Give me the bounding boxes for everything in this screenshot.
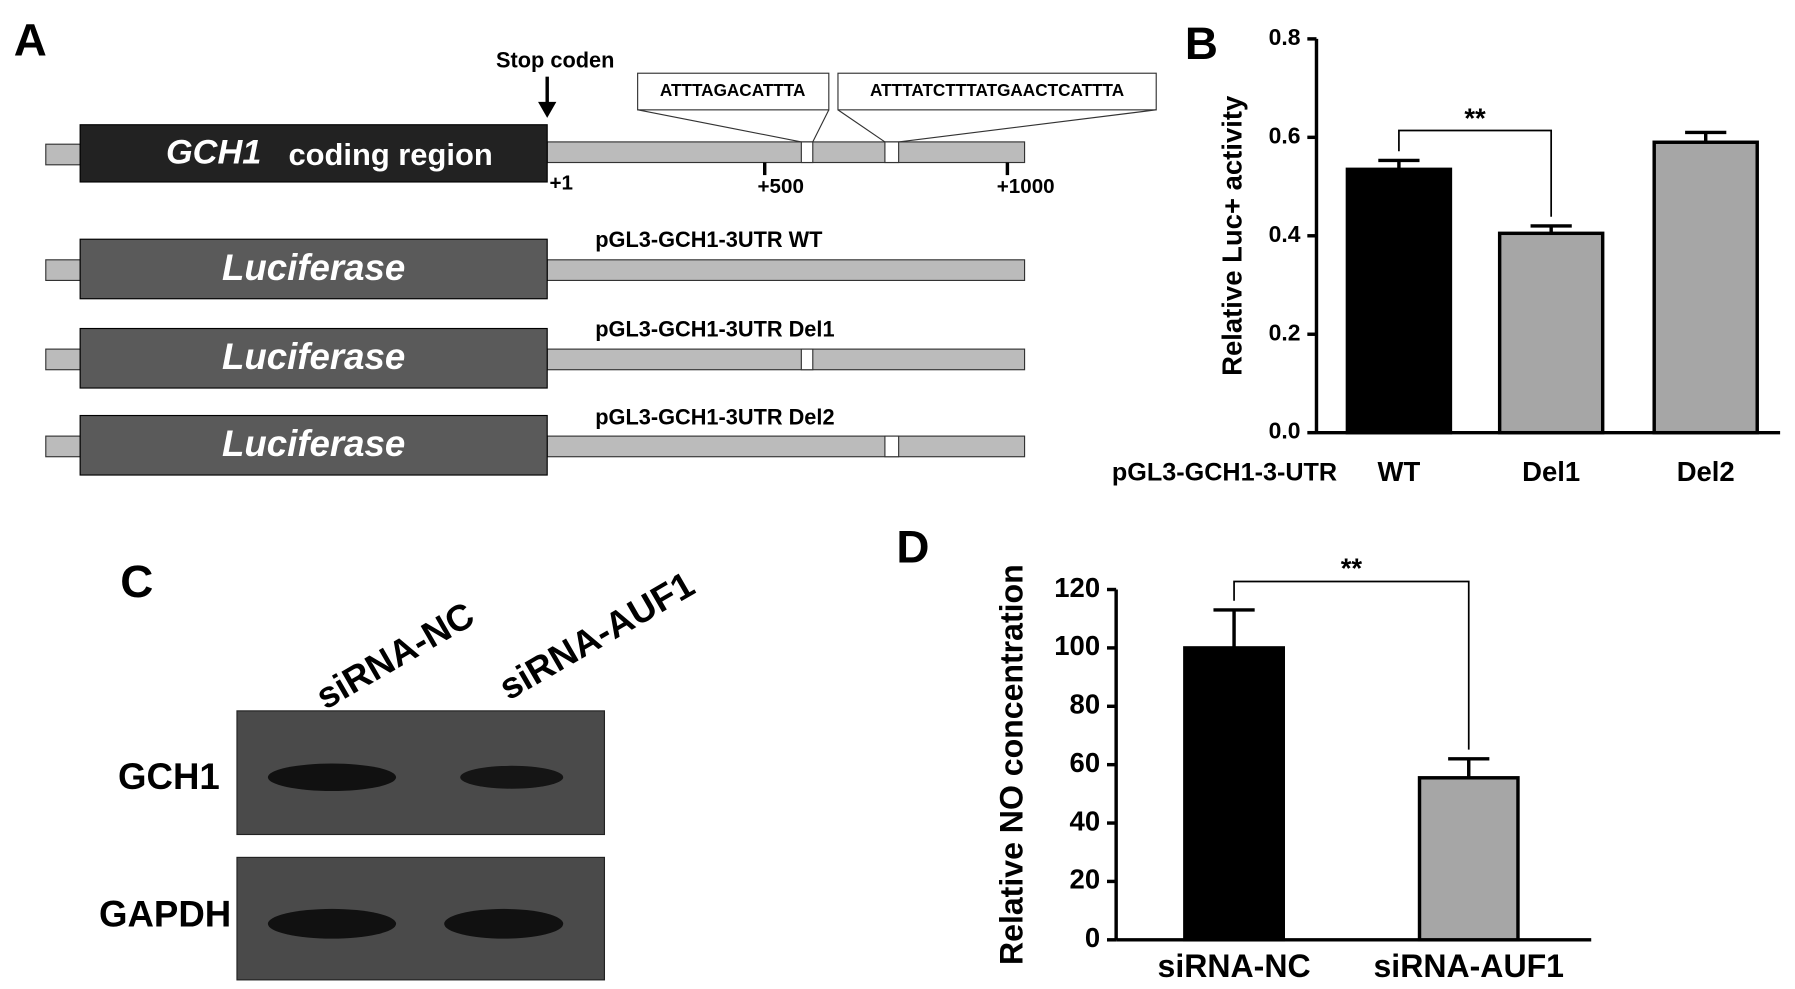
reporter-box (79, 238, 548, 300)
y-tick-label: 0.0 (1269, 418, 1301, 444)
y-tick-label: 0.2 (1269, 319, 1301, 345)
coding-box (79, 124, 548, 183)
reporter-box (79, 327, 548, 389)
site (800, 141, 814, 164)
motif-link (837, 109, 1157, 143)
y-tick-label: 40 (1070, 805, 1101, 836)
y-tick-label: 80 (1070, 689, 1101, 720)
lane-label: siRNA-NC (309, 594, 481, 717)
leader (45, 435, 81, 458)
utr (546, 348, 1026, 371)
bar (1417, 776, 1520, 942)
y-tick-label: 100 (1054, 630, 1100, 661)
gene-name: GCH1 (166, 134, 261, 172)
lane-label: siRNA-AUF1 (492, 563, 701, 707)
position: +1000 (997, 175, 1055, 198)
band (460, 765, 564, 789)
reporter: Luciferase (222, 423, 405, 464)
panel-label: D (896, 522, 929, 573)
y-tick-label: 60 (1070, 747, 1101, 778)
band (267, 763, 397, 791)
band (267, 908, 397, 939)
y-tick-label: 0 (1085, 922, 1100, 953)
significance: ** (1341, 552, 1363, 583)
motif-box (637, 72, 830, 111)
y-axis-label: Relative Luc+ activity (1216, 95, 1247, 376)
panel-label: C (120, 556, 153, 607)
deletion (800, 348, 814, 371)
position: +1 (549, 172, 572, 195)
significance-bracket (1233, 580, 1470, 750)
reporter: Luciferase (222, 336, 405, 377)
construct-label: pGL3-GCH1-3UTR Del1 (595, 317, 834, 342)
row-label: GCH1 (118, 756, 220, 797)
arrow-head (538, 101, 557, 118)
x-tick-label: siRNA-NC (1158, 948, 1311, 984)
region-label: coding region (288, 137, 492, 172)
bar (1652, 140, 1759, 435)
y-tick-label: 20 (1070, 864, 1101, 895)
significance: ** (1464, 102, 1486, 133)
construct: Luciferase pGL3-GCH1-3UTR Del2 (45, 405, 1026, 476)
y-tick-label: 0.4 (1269, 221, 1301, 247)
x-tick-label: Del2 (1677, 456, 1735, 487)
x-tick-label: siRNA-AUF1 (1373, 948, 1564, 984)
row-label: GAPDH (99, 894, 231, 935)
motif: ATTTATCTTTATGAACTCATTTA (870, 80, 1124, 100)
panel-label: B (1185, 18, 1218, 69)
bar (1345, 167, 1453, 435)
y-tick-label: 0.8 (1269, 24, 1301, 50)
utr (546, 435, 1026, 458)
leader (45, 259, 81, 282)
motif-box (837, 72, 1157, 111)
reporter-box (79, 414, 548, 476)
bar (1183, 646, 1286, 942)
site (884, 141, 900, 164)
construct-label: pGL3-GCH1-3UTR WT (595, 227, 823, 252)
x-axis-label: pGL3-GCH1-3-UTR (1112, 459, 1337, 487)
x-tick-label: Del1 (1522, 456, 1580, 487)
leader (45, 143, 81, 166)
band (444, 908, 564, 939)
construct: Luciferase pGL3-GCH1-3UTR WT (45, 227, 1026, 300)
motif-link (637, 109, 830, 143)
position: +500 (758, 175, 804, 198)
motif: ATTTAGACATTTA (660, 80, 805, 100)
deletion (884, 435, 900, 458)
utr (546, 259, 1026, 282)
construct: Luciferase pGL3-GCH1-3UTR Del1 (45, 317, 1026, 389)
significance-bracket (1398, 129, 1553, 217)
stop-label: Stop coden (496, 48, 614, 73)
leader (45, 348, 81, 371)
x-tick-label: WT (1378, 456, 1421, 487)
y-tick-label: 0.6 (1269, 122, 1301, 148)
panel-label: A (14, 15, 47, 66)
reporter: Luciferase (222, 247, 405, 288)
y-tick-label: 120 (1054, 572, 1100, 603)
bar (1497, 231, 1605, 435)
y-axis-label: Relative NO concentration (994, 564, 1030, 965)
construct-label: pGL3-GCH1-3UTR Del2 (595, 405, 834, 430)
utr (546, 141, 1026, 164)
